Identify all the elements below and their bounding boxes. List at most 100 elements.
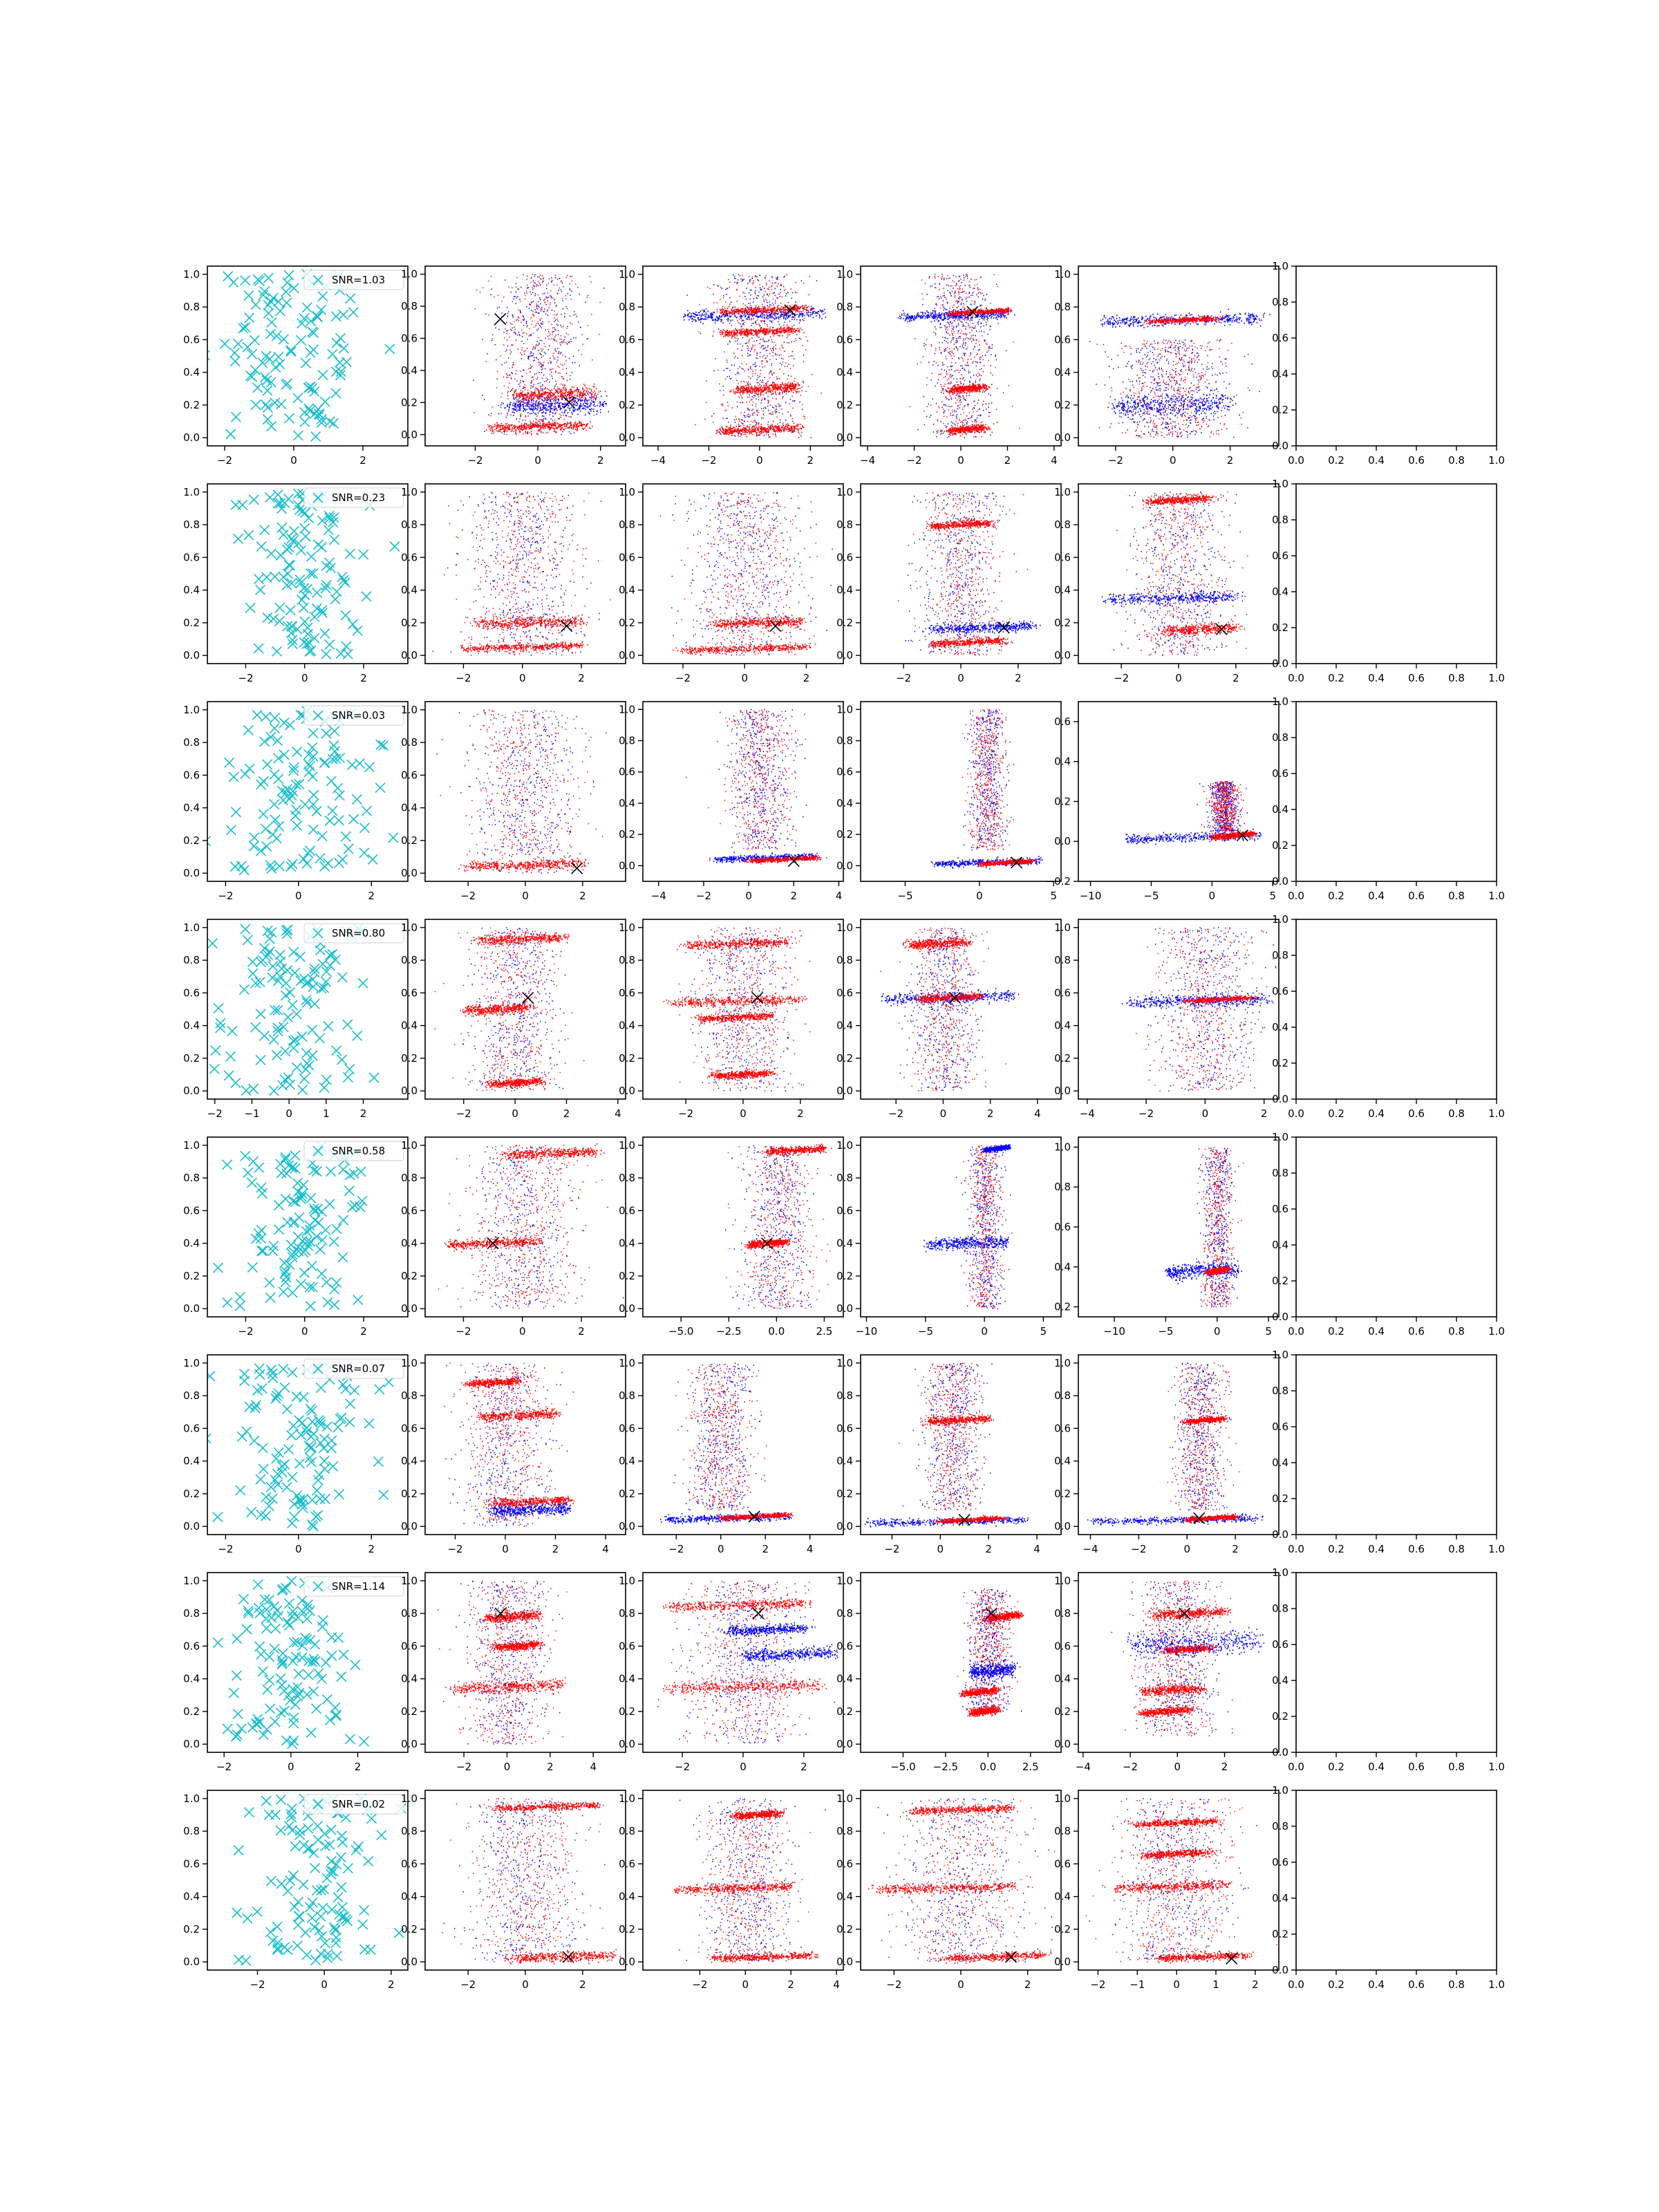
panel-r6-c1: −2 0 2 4 0.0 0.2 0.4 0.6 0.8 1.0 xyxy=(401,1572,626,1773)
cross-point xyxy=(352,1030,363,1041)
y-tick-label: 0.6 xyxy=(401,1640,418,1652)
axes-frame xyxy=(424,1136,626,1318)
x-tick-label: 0.2 xyxy=(1328,1761,1344,1773)
band-red xyxy=(479,1609,543,1624)
cross-point xyxy=(275,1707,286,1718)
cross-point xyxy=(345,293,356,304)
cross-point xyxy=(254,977,265,988)
cross-point xyxy=(344,1170,355,1181)
legend-marker xyxy=(312,1145,324,1156)
panel-r2-c1: −2 0 2 0.0 0.2 0.4 0.6 0.8 1.0 xyxy=(401,701,626,902)
y-tick-label: 0.8 xyxy=(401,954,418,966)
cross-point xyxy=(307,1519,318,1530)
cross-point xyxy=(288,525,299,536)
cross-point xyxy=(232,1708,243,1719)
cross-point xyxy=(316,417,327,428)
y-tick-label: 0.4 xyxy=(401,364,418,377)
cross-point xyxy=(272,646,283,657)
cross-point xyxy=(328,740,339,751)
center-marker xyxy=(494,313,507,326)
cross-point xyxy=(312,312,323,323)
x-tick-label: −2.5 xyxy=(716,1325,741,1338)
cross-point xyxy=(325,960,336,971)
cross-point xyxy=(335,332,346,344)
cross-point xyxy=(297,1605,308,1616)
y-tick-label: 0.6 xyxy=(836,986,853,999)
y-tick-label: 0.8 xyxy=(183,1825,200,1837)
y-tick-label: 0.6 xyxy=(1272,767,1288,780)
y-tick-label: 0.2 xyxy=(1054,1301,1071,1313)
y-tick-label: 0.4 xyxy=(183,584,200,597)
legend-marker xyxy=(312,928,324,939)
panel-r5-c2: −2 0 2 4 0.0 0.2 0.4 0.6 0.8 1.0 xyxy=(619,1354,844,1555)
x-tick-label: −1 xyxy=(1130,1978,1145,1991)
center-marker xyxy=(487,1237,499,1250)
cross-point xyxy=(292,1940,303,1951)
y-tick-label: 0.6 xyxy=(619,551,635,563)
legend-label: SNR=1.14 xyxy=(332,1580,385,1593)
cross-point xyxy=(283,559,294,570)
cross-point xyxy=(299,416,310,427)
y-tick-label: 0.6 xyxy=(619,1422,635,1434)
cross-point xyxy=(281,784,292,795)
cross-point xyxy=(261,841,272,852)
cross-point xyxy=(334,1909,345,1920)
y-tick-label: 0.2 xyxy=(619,1923,635,1936)
legend-label: SNR=0.02 xyxy=(332,1798,385,1810)
cross-point xyxy=(272,1944,283,1956)
cross-point xyxy=(287,1611,298,1622)
plot-area xyxy=(1085,1798,1279,1965)
cross-point xyxy=(340,1812,351,1823)
cross-point xyxy=(292,393,303,404)
cross-point xyxy=(320,1224,331,1235)
cross-point xyxy=(308,1686,319,1697)
panel-r5-c1: −2 0 2 4 0.0 0.2 0.4 0.6 0.8 1.0 xyxy=(401,1354,626,1555)
cross-point xyxy=(250,400,261,411)
x-tick-label: 5 xyxy=(1265,1325,1272,1338)
y-tick-label: 0.4 xyxy=(1272,1021,1288,1033)
axes-frame xyxy=(1295,1572,1497,1753)
cross-point xyxy=(321,1421,332,1432)
cross-point xyxy=(266,421,277,432)
panel-r5-c4: −4 −2 0 2 0.0 0.2 0.4 0.6 0.8 1.0 xyxy=(1054,1354,1280,1555)
band-blue xyxy=(1101,589,1244,607)
cross-point xyxy=(321,1873,332,1884)
y-tick-label: 0.2 xyxy=(1054,1705,1071,1718)
cross-point xyxy=(273,821,285,832)
cross-point xyxy=(292,747,303,758)
x-tick-label: 0.0 xyxy=(768,1325,785,1338)
cross-point xyxy=(336,1671,347,1682)
x-tick-label: 0.0 xyxy=(1288,1543,1304,1555)
cross-point xyxy=(261,711,272,722)
cross-point xyxy=(268,1034,279,1045)
cross-point xyxy=(272,1026,283,1037)
center-marker xyxy=(571,862,583,874)
cross-point xyxy=(250,1022,261,1033)
x-tick-label: −2 xyxy=(456,672,471,684)
cross-point xyxy=(234,1300,245,1311)
panel-r6-c5: 0.0 0.2 0.4 0.6 0.8 1.0 0.0 0.2 0.4 0.6 0.8 1.0 xyxy=(1272,1566,1505,1773)
band-red xyxy=(729,1808,785,1821)
cross-point xyxy=(342,1071,353,1083)
cross-point xyxy=(330,1045,342,1056)
cross-point xyxy=(278,1286,289,1297)
x-tick-label: 1.0 xyxy=(1488,672,1505,684)
cross-point xyxy=(236,1723,247,1734)
cross-point xyxy=(271,833,282,844)
center-marker xyxy=(760,1237,774,1250)
y-tick-label: 0.2 xyxy=(619,1270,635,1282)
axes-frame xyxy=(424,483,626,664)
center-marker xyxy=(784,304,796,317)
cross-point xyxy=(297,1640,308,1651)
cross-point xyxy=(240,275,251,286)
cross-point xyxy=(230,1078,241,1089)
y-tick-label: 0.6 xyxy=(836,766,853,778)
panel-r1-c1: −2 0 2 0.0 0.2 0.4 0.6 0.8 1.0 xyxy=(401,483,626,684)
y-tick-label: 0.0 xyxy=(183,1738,200,1750)
cross-point xyxy=(276,1654,288,1666)
cross-point xyxy=(272,489,283,500)
cloud-points-red xyxy=(439,1580,568,1745)
y-tick-label: 1.0 xyxy=(183,1575,200,1587)
cross-point xyxy=(262,414,273,425)
cross-point xyxy=(254,1369,265,1380)
